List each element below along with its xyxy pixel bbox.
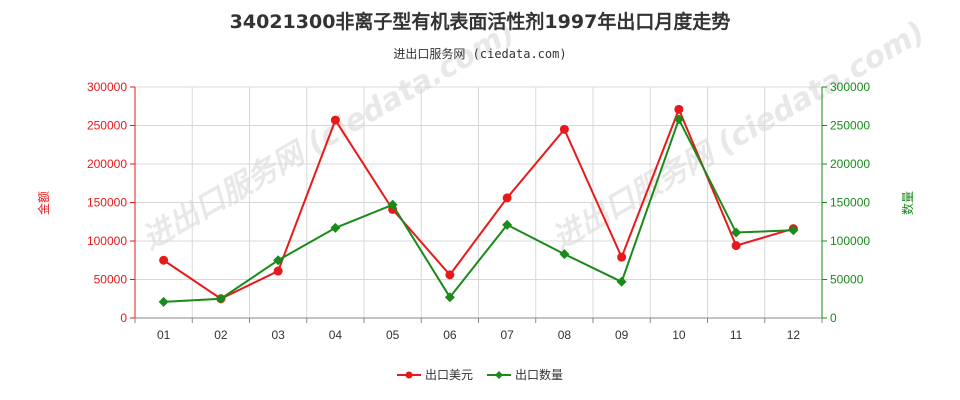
- right-tick-label: 250000: [830, 119, 870, 133]
- data-point: [215, 293, 226, 304]
- right-tick-label: 0: [830, 311, 837, 325]
- data-point: [559, 124, 569, 134]
- right-axis-title: 数量: [900, 191, 915, 215]
- x-tick-label: 07: [500, 328, 514, 342]
- right-tick-label: 200000: [830, 157, 870, 171]
- data-point: [387, 199, 398, 210]
- data-point: [273, 255, 284, 266]
- x-tick-label: 04: [329, 328, 343, 342]
- right-tick-label: 300000: [830, 80, 870, 94]
- left-tick-label: 0: [120, 311, 127, 325]
- x-tick-label: 09: [615, 328, 629, 342]
- data-point: [674, 104, 684, 114]
- left-axis-ticks: 0 50000 100000 150000 200000 250000 300000: [87, 80, 135, 325]
- chart-subtitle: 进出口服务网 (ciedata.com): [393, 46, 566, 61]
- series-layer: [158, 104, 799, 307]
- data-point: [502, 219, 513, 230]
- left-tick-label: 300000: [87, 80, 127, 94]
- x-tick-label: 08: [558, 328, 572, 342]
- legend-marker: [405, 371, 413, 379]
- left-tick-label: 250000: [87, 119, 127, 133]
- data-point: [330, 222, 341, 233]
- legend-label: 出口美元: [425, 368, 473, 382]
- data-point: [330, 115, 340, 125]
- data-point: [559, 249, 570, 260]
- series-2: [158, 114, 799, 307]
- right-tick-label: 50000: [830, 273, 864, 287]
- data-point: [159, 255, 169, 265]
- legend-marker: [495, 371, 503, 379]
- series-line: [163, 106, 794, 300]
- left-tick-label: 50000: [94, 273, 128, 287]
- data-point: [445, 270, 455, 280]
- x-tick-label: 05: [386, 328, 400, 342]
- data-point: [731, 227, 742, 238]
- data-point: [502, 193, 512, 203]
- x-tick-label: 11: [730, 328, 743, 342]
- right-tick-label: 150000: [830, 196, 870, 210]
- series-line: [163, 116, 794, 303]
- left-tick-label: 150000: [87, 196, 127, 210]
- left-tick-label: 200000: [87, 157, 127, 171]
- data-point: [617, 252, 627, 262]
- data-point: [788, 225, 799, 236]
- data-point: [444, 292, 455, 303]
- data-point: [158, 296, 169, 307]
- left-tick-label: 100000: [87, 234, 127, 248]
- legend: 出口美元 出口数量: [397, 367, 563, 382]
- legend-item-1: 出口美元: [397, 368, 473, 382]
- x-tick-label: 01: [157, 328, 171, 342]
- x-tick-label: 02: [214, 328, 228, 342]
- legend-label: 出口数量: [515, 367, 563, 382]
- legend-item-2: 出口数量: [487, 367, 563, 382]
- right-tick-label: 100000: [830, 234, 870, 248]
- x-tick-label: 10: [672, 328, 686, 342]
- x-tick-label: 06: [443, 328, 457, 342]
- data-point: [616, 276, 627, 287]
- data-point: [731, 241, 741, 251]
- x-tick-label: 03: [271, 328, 285, 342]
- left-axis-title: 金额: [36, 191, 51, 215]
- chart-title: 34021300非离子型有机表面活性剂1997年出口月度走势: [230, 10, 731, 33]
- x-tick-label: 12: [787, 328, 801, 342]
- right-axis-ticks: 0 50000 100000 150000 200000 250000 300000: [822, 80, 870, 325]
- data-point: [273, 266, 283, 276]
- data-point: [673, 114, 684, 125]
- x-axis-ticks: 01 02 03 04 05 06 07 08 09 10 11 12: [134, 318, 823, 342]
